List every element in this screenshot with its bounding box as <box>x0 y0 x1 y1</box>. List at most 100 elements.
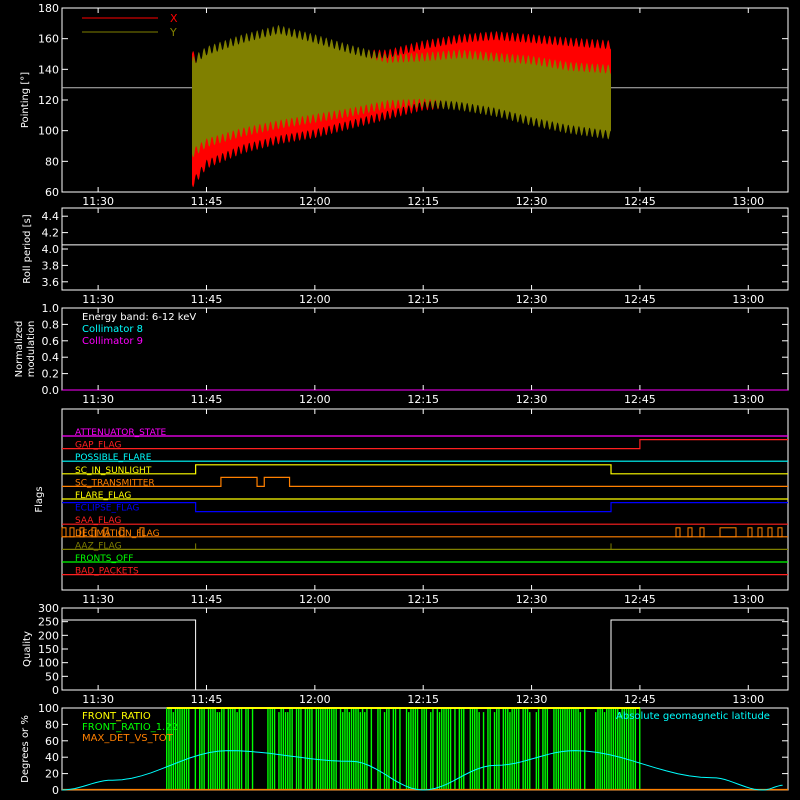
modulation-xtick-label: 12:15 <box>407 393 439 406</box>
roll-xtick-label: 11:30 <box>82 293 114 306</box>
flags-row-label: GAP_FLAG <box>75 441 121 451</box>
modulation-ylabel-line2: modulation <box>26 321 37 378</box>
flags-xtick-label: 11:45 <box>191 593 223 606</box>
flags-decimation-pulse <box>747 527 753 538</box>
flags-decimation-pulse <box>139 527 145 538</box>
flags-decimation-pulse <box>675 527 681 538</box>
flags-decimation-pulse <box>69 527 75 538</box>
flags-row-label: FLARE_FLAG <box>75 491 131 501</box>
roll-ytick-label: 3.6 <box>42 276 60 289</box>
flags-decimation-pulse <box>91 527 97 538</box>
flags-row-label: DECIMATION_FLAG <box>75 529 160 539</box>
flags-row-label: ECLIPSE_FLAG <box>75 504 139 514</box>
degrees-ytick-label: 20 <box>45 768 59 781</box>
degrees-ytick-label: 100 <box>38 702 59 715</box>
flags-decimation-pulse <box>767 527 773 538</box>
degrees-ytick-label: 0 <box>52 784 59 797</box>
modulation-annotation: Energy band: 6-12 keV <box>82 312 196 323</box>
flags-ylabel: Flags <box>34 486 45 512</box>
quality-xtick-label: 11:45 <box>191 693 223 706</box>
flags-row-label: SC_TRANSMITTER <box>75 478 155 488</box>
quality-ytick-label: 300 <box>38 602 59 615</box>
quality-ytick-label: 150 <box>38 643 59 656</box>
flags-decimation-pulse <box>119 527 125 538</box>
roll-xtick-label: 12:15 <box>407 293 439 306</box>
pointing-ylabel: Pointing [°] <box>20 72 31 128</box>
modulation-ytick-label: 0.8 <box>42 318 60 331</box>
roll-xtick-label: 11:45 <box>191 293 223 306</box>
degrees-ylabel: Degrees or % <box>20 715 31 783</box>
quality-ytick-label: 100 <box>38 657 59 670</box>
pointing-ytick-label: 160 <box>38 33 59 46</box>
modulation-ytick-label: 0.4 <box>42 351 60 364</box>
flags-xtick-label: 12:15 <box>407 593 439 606</box>
pointing-series-y <box>192 25 611 158</box>
pointing-xtick-label: 12:00 <box>299 195 331 208</box>
flags-xtick-label: 12:30 <box>516 593 548 606</box>
flags-xtick-label: 13:00 <box>732 593 764 606</box>
modulation-xtick-label: 12:00 <box>299 393 331 406</box>
flags-row-line <box>62 439 788 450</box>
roll-xtick-label: 12:00 <box>299 293 331 306</box>
pointing-xtick-label: 13:00 <box>732 195 764 208</box>
pointing-xtick-label: 12:30 <box>516 195 548 208</box>
pointing-ytick-label: 100 <box>38 125 59 138</box>
flags-decimation-pulse <box>757 527 763 538</box>
modulation-ytick-label: 0.6 <box>42 335 60 348</box>
quality-ytick-label: 0 <box>52 684 59 697</box>
pointing-xtick-label: 11:45 <box>191 195 223 208</box>
roll-ytick-label: 4.2 <box>42 227 60 240</box>
roll-xtick-label: 12:45 <box>624 293 656 306</box>
modulation-panel: 0.0 0.2 0.4 0.6 0.8 1.0 Normalized modulation En… <box>14 302 789 406</box>
flags-row-label: ATTENUATOR_STATE <box>75 428 167 438</box>
flags-row-label: BAD_PACKETS <box>75 567 139 577</box>
degrees-ytick-label: 60 <box>45 735 59 748</box>
modulation-ytick-label: 1.0 <box>42 302 60 315</box>
quality-ytick-label: 200 <box>38 629 59 642</box>
modulation-ylabel-line1: Normalized <box>14 321 25 378</box>
modulation-annotation: Collimator 9 <box>82 336 143 347</box>
modulation-xtick-label: 12:30 <box>516 393 548 406</box>
roll-ytick-label: 4.0 <box>42 243 60 256</box>
flags-xtick-label: 11:30 <box>82 593 114 606</box>
flags-row-label: SC_IN_SUNLIGHT <box>75 466 152 476</box>
roll-ytick-label: 4.4 <box>42 210 60 223</box>
degrees-legend-label-latitude: Absolute geomagnetic latitude <box>616 711 770 722</box>
roll-panel: 3.6 3.8 4.0 4.2 4.4 Roll period [s] 11:30 11:45… <box>22 207 789 306</box>
quality-ylabel: Quality <box>22 631 33 667</box>
modulation-ytick-label: 0.2 <box>42 368 60 381</box>
roll-xtick-label: 13:00 <box>732 293 764 306</box>
quality-ytick-label: 250 <box>38 616 59 629</box>
modulation-xtick-label: 11:45 <box>191 393 223 406</box>
degrees-legend-label: FRONT_RATIO_1.22 <box>82 722 178 733</box>
flags-decimation-pulse <box>79 527 85 538</box>
flags-decimation-pulse <box>719 527 737 538</box>
quality-xtick-label: 12:30 <box>516 693 548 706</box>
pointing-ytick-label: 80 <box>45 155 59 168</box>
flags-row-label: FRONTS_OFF <box>75 554 133 564</box>
degrees-panel: 0 20 40 60 80 100 Degrees or % FRONT_RATIOFRONT… <box>20 702 789 797</box>
roll-xtick-label: 12:30 <box>516 293 548 306</box>
pointing-ytick-label: 120 <box>38 94 59 107</box>
flags-decimation-pulse <box>61 527 67 538</box>
quality-xtick-label: 11:30 <box>82 693 114 706</box>
degrees-legend-label: FRONT_RATIO <box>82 711 151 722</box>
roll-ytick-label: 3.8 <box>42 259 60 272</box>
degrees-ytick-label: 40 <box>45 751 59 764</box>
degrees-latitude-line <box>61 750 783 791</box>
modulation-xtick-label: 11:30 <box>82 393 114 406</box>
quality-xtick-label: 12:15 <box>407 693 439 706</box>
pointing-ytick-label: 140 <box>38 63 59 76</box>
panels: 60 80 100 120 140 160 180 Pointing [°] XY 11:30 11… <box>14 2 789 797</box>
flags-row-line <box>62 476 788 487</box>
modulation-ytick-label: 0.0 <box>42 384 60 397</box>
pointing-xtick-label: 12:45 <box>624 195 656 208</box>
flags-xtick-label: 12:00 <box>299 593 331 606</box>
pointing-xtick-label: 11:30 <box>82 195 114 208</box>
pointing-xtick-label: 12:15 <box>407 195 439 208</box>
flags-xtick-label: 12:45 <box>624 593 656 606</box>
modulation-xtick-label: 13:00 <box>732 393 764 406</box>
pointing-ytick-label: 180 <box>38 2 59 15</box>
